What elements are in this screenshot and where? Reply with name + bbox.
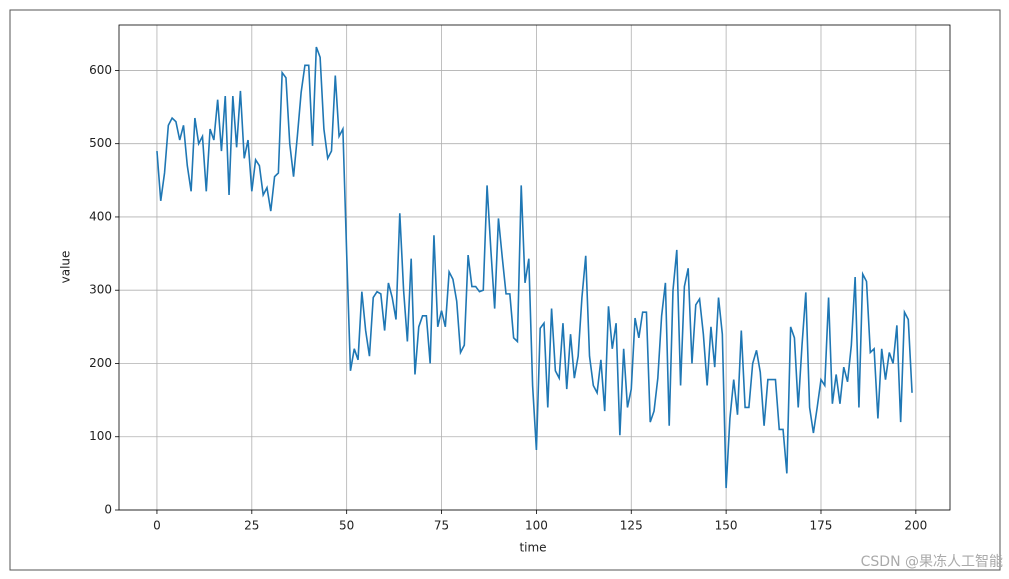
y-tick-label: 400 xyxy=(89,209,112,223)
x-tick-label: 100 xyxy=(525,519,548,533)
x-tick-label: 200 xyxy=(904,519,927,533)
plot-frame xyxy=(118,24,951,511)
x-tick-label: 75 xyxy=(434,519,449,533)
series-line xyxy=(156,46,913,489)
y-tick-label: 500 xyxy=(89,136,112,150)
y-tick-label: 600 xyxy=(89,63,112,77)
y-tick-label: 300 xyxy=(89,283,112,297)
watermark: CSDN @果冻人工智能 xyxy=(861,553,1003,570)
x-tick-label: 50 xyxy=(339,519,354,533)
x-tick-label: 150 xyxy=(715,519,738,533)
y-axis-label: value xyxy=(59,251,73,284)
x-tick-label: 125 xyxy=(620,519,643,533)
y-tick-label: 0 xyxy=(104,503,112,517)
y-tick-label: 100 xyxy=(89,429,112,443)
x-tick-label: 0 xyxy=(153,519,161,533)
x-tick-label: 175 xyxy=(810,519,833,533)
x-tick-label: 25 xyxy=(244,519,259,533)
y-tick-label: 200 xyxy=(89,356,112,370)
x-axis-label: time xyxy=(519,541,546,555)
